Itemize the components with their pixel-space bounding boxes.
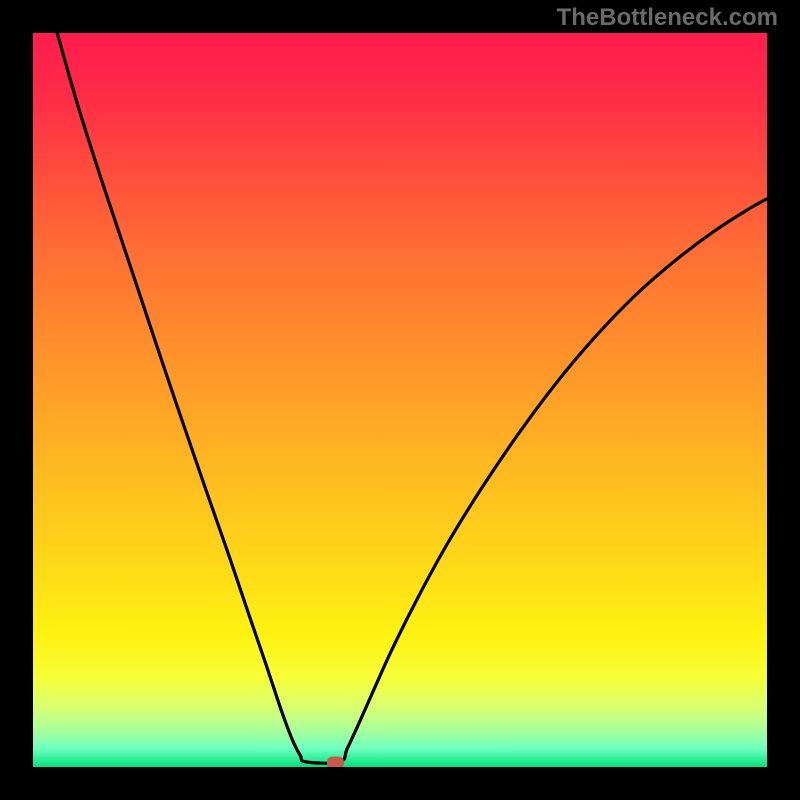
- plot-area: [33, 33, 767, 767]
- gradient-background: [33, 33, 767, 767]
- optimum-marker: [327, 757, 344, 767]
- plot-svg: [33, 33, 767, 767]
- watermark-text: TheBottleneck.com: [557, 4, 778, 32]
- chart-container: TheBottleneck.com: [0, 0, 800, 800]
